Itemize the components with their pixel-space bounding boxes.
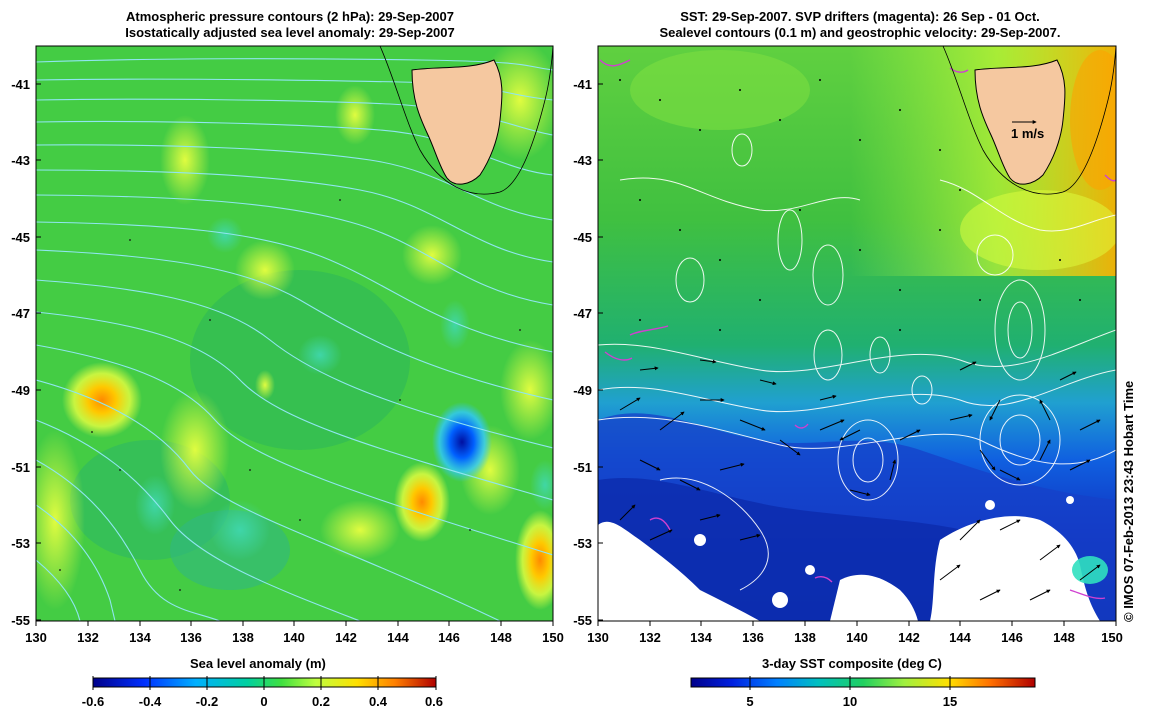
colorbar-tick: -0.2	[196, 694, 218, 709]
colorbar-tick: -0.6	[82, 694, 104, 709]
colorbar-tick: -0.4	[139, 694, 162, 709]
right-lon-labels: 130 132 134 136 138 140 142 144 146 148 …	[587, 630, 1123, 645]
lon-label: 148	[490, 630, 512, 645]
lat-label: -51	[573, 460, 592, 475]
lat-label: -49	[573, 383, 592, 398]
left-colorbar: -0.6 -0.4 -0.2 0 0.2 0.4 0.6	[82, 676, 443, 709]
lon-label: 146	[1001, 630, 1023, 645]
right-lat-labels: -41 -43 -45 -47 -49 -51 -53 -55	[573, 77, 592, 628]
lon-label: 140	[846, 630, 868, 645]
lon-label: 134	[690, 630, 712, 645]
lat-label: -41	[573, 77, 592, 92]
lat-label: -53	[573, 536, 592, 551]
lat-label: -55	[11, 613, 30, 628]
lon-label: 130	[587, 630, 609, 645]
left-ticks	[35, 83, 554, 626]
left-title-line-1: Atmospheric pressure contours (2 hPa): 2…	[126, 9, 454, 24]
lat-label: -43	[573, 153, 592, 168]
lon-label: 148	[1053, 630, 1075, 645]
imos-credit: © IMOS 07-Feb-2013 23:43 Hobart Time	[1121, 380, 1136, 622]
colorbar-tick: 0.4	[369, 694, 388, 709]
lon-label: 150	[1101, 630, 1123, 645]
lon-label: 144	[387, 630, 409, 645]
right-ticks	[597, 83, 1117, 626]
velocity-arrows	[619, 359, 1101, 601]
lon-label: 150	[542, 630, 564, 645]
right-map-panel: 1 m/s -41 -43 -45 -47 -49 -51 -53 -55 13…	[573, 45, 1123, 645]
lon-label: 134	[129, 630, 151, 645]
lon-label: 138	[232, 630, 254, 645]
lon-label: 136	[180, 630, 202, 645]
shelf-contour	[379, 46, 553, 195]
pressure-contours	[36, 58, 553, 621]
lon-label: 144	[949, 630, 971, 645]
drifter-dots	[59, 199, 521, 591]
right-title-line-1: SST: 29-Sep-2007. SVP drifters (magenta)…	[680, 9, 1040, 24]
lat-label: -47	[573, 306, 592, 321]
colorbar-tick: 5	[746, 694, 753, 709]
lon-label: 140	[283, 630, 305, 645]
right-colorbar-title: 3-day SST composite (deg C)	[762, 656, 942, 671]
sealevel-contours	[598, 133, 1116, 591]
tasmania-landmass	[411, 59, 503, 185]
lon-label: 132	[77, 630, 99, 645]
lon-label: 146	[438, 630, 460, 645]
left-title-line-2: Isostatically adjusted sea level anomaly…	[125, 25, 455, 40]
lon-label: 130	[25, 630, 47, 645]
lon-label: 138	[794, 630, 816, 645]
lat-label: -55	[573, 613, 592, 628]
lon-label: 142	[335, 630, 357, 645]
left-lon-labels: 130 132 134 136 138 140 142 144 146 148 …	[25, 630, 564, 645]
right-title-line-2: Sealevel contours (0.1 m) and geostrophi…	[659, 25, 1061, 40]
lat-label: -41	[11, 77, 30, 92]
colorbar-tick: 0.2	[312, 694, 330, 709]
drifter-tracks	[599, 59, 1116, 600]
lat-label: -45	[11, 230, 30, 245]
lat-label: -45	[573, 230, 592, 245]
left-map-panel: -41 -43 -45 -47 -49 -51 -53 -55 130 132 …	[11, 45, 564, 645]
lat-label: -47	[11, 306, 30, 321]
lon-label: 142	[898, 630, 920, 645]
right-colorbar: 5 10 15	[690, 676, 1036, 709]
velocity-dots	[619, 79, 1081, 331]
colorbar-tick: 10	[843, 694, 857, 709]
lat-label: -53	[11, 536, 30, 551]
lat-label: -51	[11, 460, 30, 475]
colorbar-tick: 0	[260, 694, 267, 709]
lat-label: -43	[11, 153, 30, 168]
left-lat-labels: -41 -43 -45 -47 -49 -51 -53 -55	[11, 77, 30, 628]
colorbar-tick: 15	[943, 694, 957, 709]
left-colorbar-title: Sea level anomaly (m)	[190, 656, 326, 671]
lon-label: 136	[742, 630, 764, 645]
lon-label: 132	[639, 630, 661, 645]
no-data-mask	[598, 496, 1100, 621]
lat-label: -49	[11, 383, 30, 398]
shelf-contour	[942, 46, 1116, 195]
colorbar-tick: 0.6	[425, 694, 443, 709]
velocity-scale-label: 1 m/s	[1011, 126, 1044, 141]
